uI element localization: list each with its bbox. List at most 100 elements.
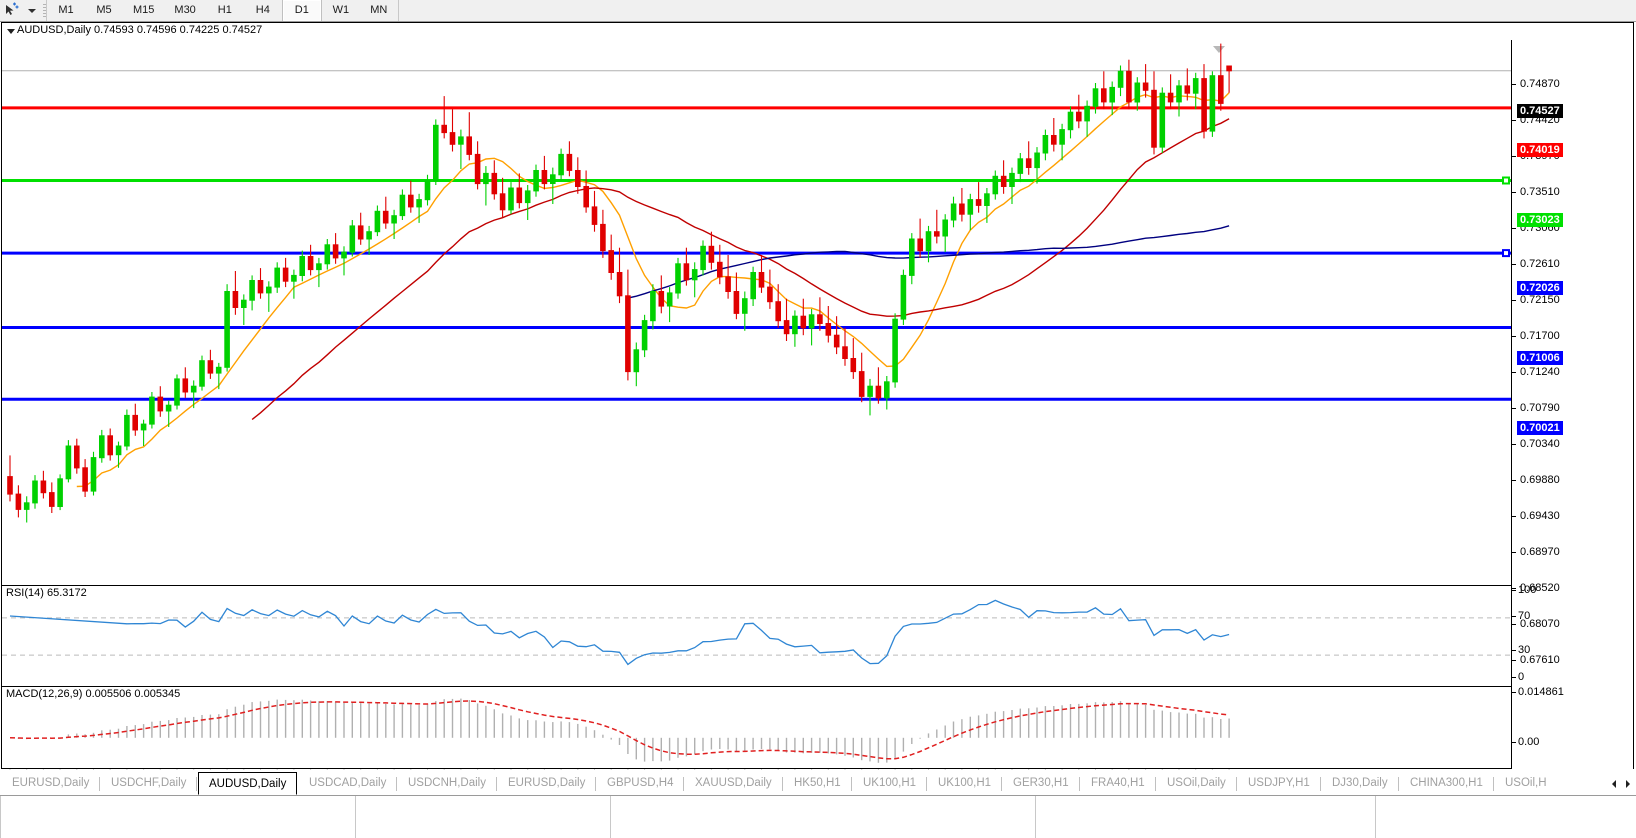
- tab-usdchf-daily[interactable]: USDCHF,Daily: [111, 777, 187, 789]
- toolbar-grip[interactable]: [42, 2, 48, 19]
- price-tick: [1512, 660, 1516, 661]
- price-tick-label: 0.69880: [1520, 474, 1560, 486]
- timeframe-m1[interactable]: M1: [58, 4, 74, 16]
- price-tick: [1512, 444, 1516, 445]
- tab-ger30-h1[interactable]: GER30,H1: [1013, 777, 1069, 789]
- rsi-scale-label: 0: [1518, 671, 1525, 683]
- macd-scale-tick: [1512, 742, 1516, 743]
- price-tick-label: 0.70340: [1520, 438, 1560, 450]
- red-level-label: 0.74019: [1517, 143, 1563, 157]
- price-tick: [1512, 552, 1516, 553]
- tabs-scroll-left-icon[interactable]: [1608, 777, 1620, 791]
- tab-eurusd-daily[interactable]: EURUSD,Daily: [508, 777, 586, 789]
- price-scale[interactable]: 0.748700.744200.739700.735100.730600.726…: [1511, 40, 1633, 796]
- price-tick-label: 0.73510: [1520, 186, 1560, 198]
- timeframe-d1[interactable]: D1: [281, 0, 322, 21]
- price-tick: [1512, 300, 1516, 301]
- price-tick: [1512, 84, 1516, 85]
- chart-menu-button[interactable]: [7, 29, 15, 34]
- tab-eurusd-daily[interactable]: EURUSD,Daily: [12, 777, 90, 789]
- tab-separator: [1398, 777, 1399, 791]
- macd-canvas: [9, 698, 1230, 763]
- tab-dj30-daily[interactable]: DJ30,Daily: [1332, 777, 1388, 789]
- tab-usoil-h[interactable]: USOil,H: [1505, 777, 1547, 789]
- price-tick: [1512, 372, 1516, 373]
- tabs-row: EURUSD,Daily USDCHF,Daily AUDUSD,Daily USDC…: [0, 772, 1636, 795]
- tab-active-audusd-daily[interactable]: AUDUSD,Daily: [198, 772, 298, 795]
- tab-separator: [99, 777, 100, 791]
- timeframe-h1[interactable]: H1: [217, 4, 232, 16]
- tab-usoil-daily[interactable]: USOil,Daily: [1167, 777, 1226, 789]
- price-tick-label: 0.72150: [1520, 294, 1560, 306]
- tab-separator: [396, 777, 397, 791]
- crosshair-cursor-icon[interactable]: [2, 2, 22, 19]
- price-tick: [1512, 624, 1516, 625]
- price-tick-label: 0.68970: [1520, 546, 1560, 558]
- bottom-strip-divider: [355, 796, 356, 838]
- tab-separator: [1001, 777, 1002, 791]
- price-tick: [1512, 516, 1516, 517]
- rsi-scale-tick: [1512, 677, 1516, 678]
- tab-china300-h1[interactable]: CHINA300,H1: [1410, 777, 1483, 789]
- bottom-strip-divider: [610, 796, 611, 838]
- price-tick: [1512, 156, 1516, 157]
- ohlc-readout: AUDUSD,Daily 0.74593 0.74596 0.74225 0.7…: [17, 24, 263, 36]
- tab-usdcad-daily[interactable]: USDCAD,Daily: [309, 777, 387, 789]
- price-tick: [1512, 480, 1516, 481]
- rsi-scale-label: 70: [1518, 610, 1531, 622]
- macd-scale-tick: [1512, 692, 1516, 693]
- price-tick-label: 0.70790: [1520, 402, 1560, 414]
- current-price-label: 0.74527: [1517, 104, 1563, 118]
- blue-level-3-label: 0.70021: [1517, 421, 1563, 435]
- blue-level-2-label: 0.71006: [1517, 351, 1563, 365]
- tab-separator: [926, 777, 927, 791]
- price-tick: [1512, 336, 1516, 337]
- rsi-label: RSI(14) 65.3172: [6, 587, 87, 599]
- rsi-pane[interactable]: RSI(14) 65.3172: [2, 585, 1511, 685]
- chart-window: AUDUSD,Daily 0.74593 0.74596 0.74225 0.7…: [1, 22, 1634, 796]
- timeframe-m30[interactable]: M30: [174, 4, 196, 16]
- top-toolbar: M1 M5 M15 M30 H1 H4 D1 W1 MN: [0, 0, 1636, 22]
- price-tick-label: 0.67610: [1520, 654, 1560, 666]
- tabbar-divider: [0, 795, 1636, 796]
- tab-separator: [595, 777, 596, 791]
- rsi-scale-label: 100: [1518, 584, 1537, 596]
- bottom-strip-divider: [1375, 796, 1376, 838]
- price-tick: [1512, 588, 1516, 589]
- price-tick-label: 0.72610: [1520, 258, 1560, 270]
- tab-separator: [496, 777, 497, 791]
- timeframe-w1[interactable]: W1: [332, 4, 350, 16]
- macd-scale-label: 0.00: [1518, 736, 1540, 748]
- price-tick-label: 0.74870: [1520, 78, 1560, 90]
- rsi-canvas: [2, 599, 1511, 666]
- timeframe-m5[interactable]: M5: [96, 4, 112, 16]
- price-tick: [1512, 120, 1516, 121]
- timeframe-m15[interactable]: M15: [133, 4, 155, 16]
- tab-separator: [1320, 777, 1321, 791]
- chart-header: AUDUSD,Daily 0.74593 0.74596 0.74225 0.7…: [2, 23, 1633, 40]
- tab-fra40-h1[interactable]: FRA40,H1: [1091, 777, 1145, 789]
- macd-label: MACD(12,26,9) 0.005506 0.005345: [6, 688, 181, 700]
- price-tick: [1512, 408, 1516, 409]
- tab-separator: [683, 777, 684, 791]
- tab-usdjpy-h1[interactable]: USDJPY,H1: [1248, 777, 1310, 789]
- tab-uk100-h1[interactable]: UK100,H1: [863, 777, 917, 789]
- tab-separator: [1236, 777, 1237, 791]
- tab-separator: [1155, 777, 1156, 791]
- tabs-scroll-right-icon[interactable]: [1622, 777, 1634, 791]
- price-chart-canvas: [2, 43, 1511, 523]
- cursor-dropdown-button[interactable]: [24, 2, 40, 19]
- chart-top-marker: [1213, 46, 1225, 53]
- tab-xauusd-daily[interactable]: XAUUSD,Daily: [695, 777, 772, 789]
- tab-usdcnh-daily[interactable]: USDCNH,Daily: [408, 777, 486, 789]
- tab-separator: [782, 777, 783, 791]
- rsi-scale-tick: [1512, 650, 1516, 651]
- tab-uk100-h1[interactable]: UK100,H1: [938, 777, 992, 789]
- tab-gbpusd-h4[interactable]: GBPUSD,H4: [607, 777, 674, 789]
- price-tick-label: 0.69430: [1520, 510, 1560, 522]
- price-pane[interactable]: [2, 40, 1511, 583]
- timeframe-mn[interactable]: MN: [370, 4, 388, 16]
- timeframe-h4[interactable]: H4: [255, 4, 270, 16]
- macd-pane[interactable]: MACD(12,26,9) 0.005506 0.005345: [2, 686, 1511, 769]
- tab-hk50-h1[interactable]: HK50,H1: [794, 777, 841, 789]
